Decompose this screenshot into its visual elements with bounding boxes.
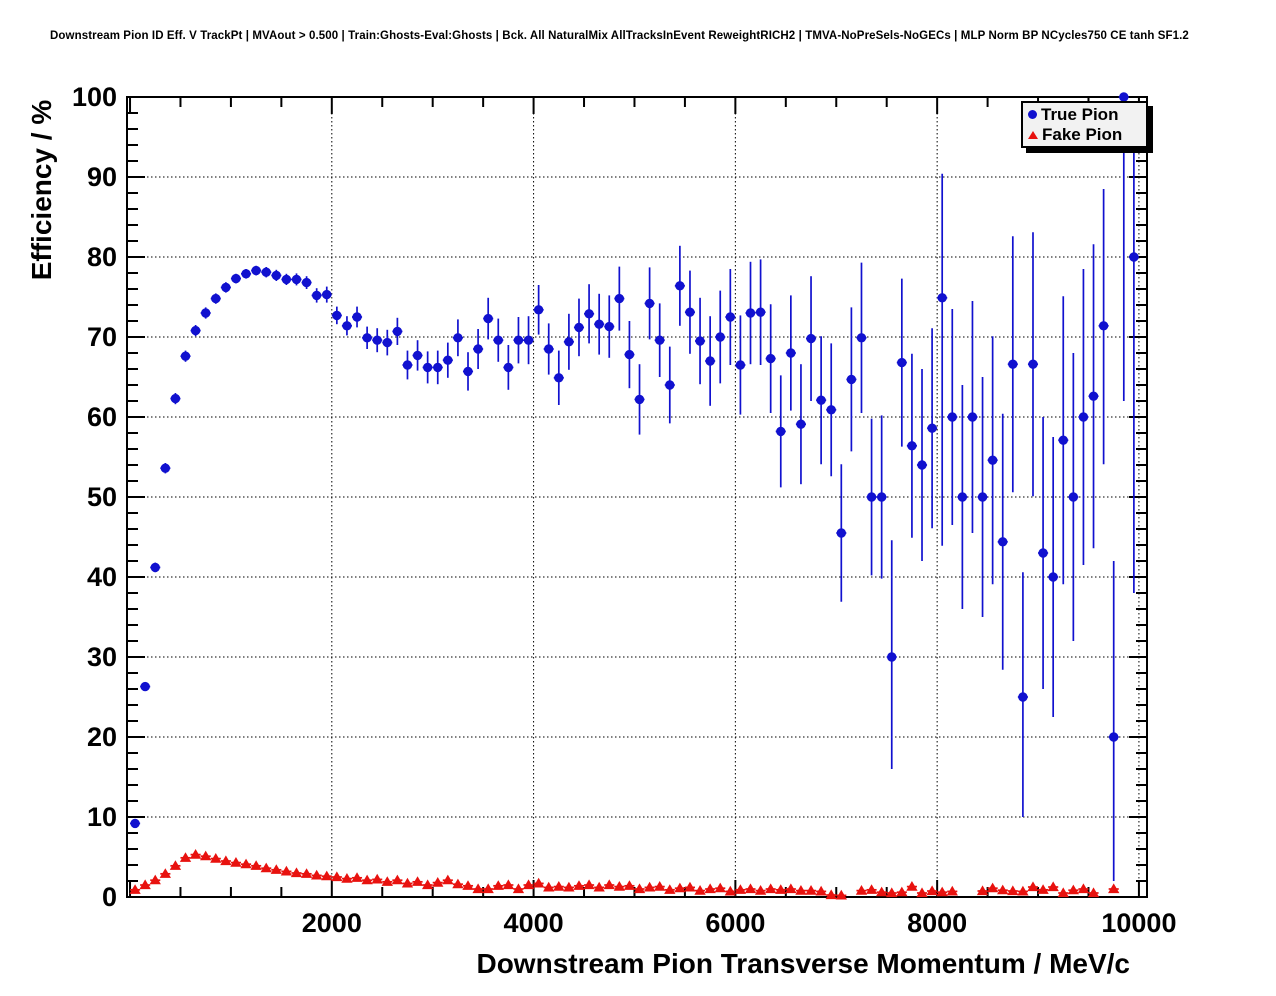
svg-text:10: 10 — [87, 802, 117, 832]
svg-text:50: 50 — [87, 482, 117, 512]
svg-text:2000: 2000 — [302, 908, 362, 938]
svg-text:20: 20 — [87, 722, 117, 752]
circle-icon — [1028, 109, 1037, 119]
svg-text:30: 30 — [87, 642, 117, 672]
svg-text:90: 90 — [87, 162, 117, 192]
svg-text:100: 100 — [72, 82, 117, 112]
svg-text:4000: 4000 — [504, 908, 564, 938]
legend-label: Fake Pion — [1042, 125, 1123, 145]
legend-entry-true-pion: True Pion — [1028, 104, 1146, 124]
svg-text:0: 0 — [102, 882, 117, 912]
gridlines — [127, 97, 1147, 897]
svg-text:8000: 8000 — [907, 908, 967, 938]
true-pion-series — [130, 92, 1139, 881]
svg-text:10000: 10000 — [1101, 908, 1176, 938]
svg-text:70: 70 — [87, 322, 117, 352]
svg-text:60: 60 — [87, 402, 117, 432]
x-axis-title: Downstream Pion Transverse Momentum / Me… — [476, 948, 1130, 979]
svg-text:80: 80 — [87, 242, 117, 272]
tick-labels: 2000 4000 6000 8000 10000 0 10 20 30 40 50 60 70 80 90… — [72, 82, 1177, 938]
legend-label: True Pion — [1041, 104, 1119, 124]
svg-text:40: 40 — [87, 562, 117, 592]
plot-title: Downstream Pion ID Eff. V TrackPt | MVAo… — [50, 30, 1189, 42]
fake-pion-series — [129, 849, 1120, 900]
y-axis-title: Efficiency / % — [26, 99, 57, 281]
svg-text:6000: 6000 — [705, 908, 765, 938]
triangle-icon — [1028, 130, 1038, 139]
legend-entry-fake-pion: Fake Pion — [1028, 125, 1146, 145]
legend: True Pion Fake Pion — [1021, 101, 1148, 148]
